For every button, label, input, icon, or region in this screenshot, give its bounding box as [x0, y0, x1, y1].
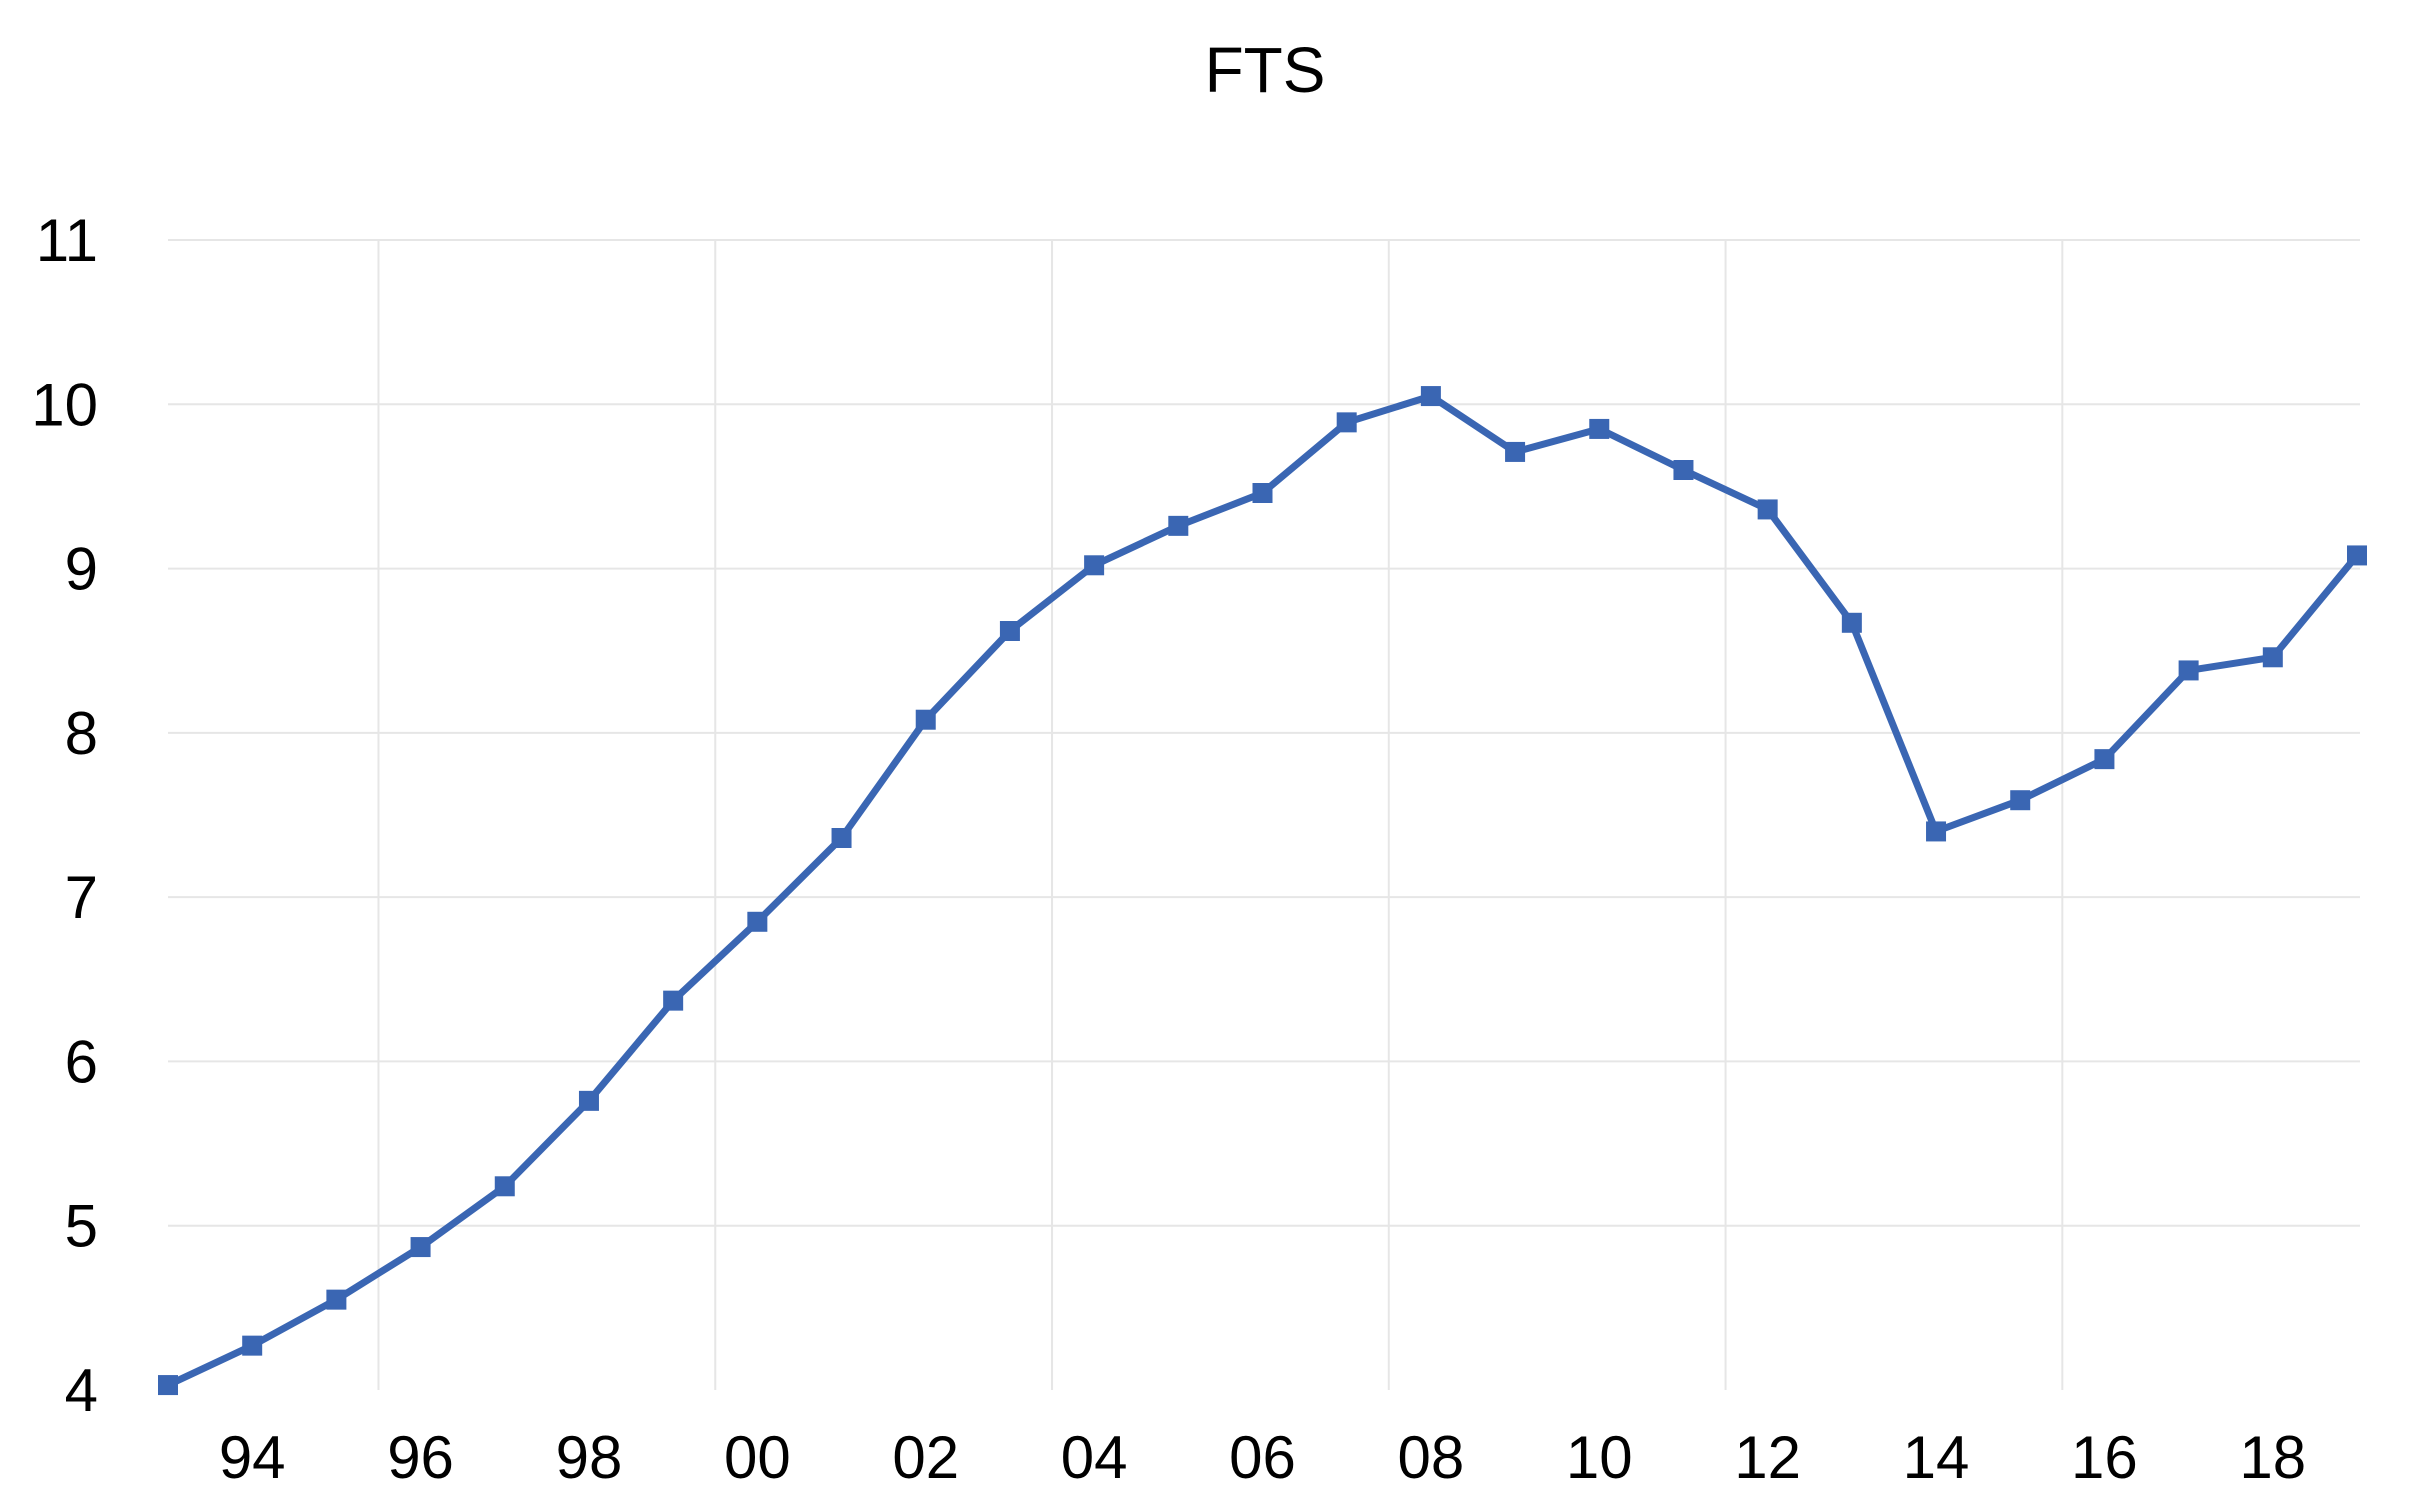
data-point-marker: [1589, 418, 1610, 439]
x-tick-label: 98: [556, 1424, 623, 1491]
data-point-marker: [1673, 460, 1694, 480]
data-point-marker: [1926, 821, 1947, 842]
data-series: [158, 386, 2367, 1396]
gridlines: [168, 239, 2360, 1390]
chart-title: FTS: [1205, 34, 1326, 106]
x-tick-label: 12: [1734, 1424, 1801, 1491]
y-tick-label: 10: [31, 371, 98, 438]
data-point-marker: [2178, 660, 2199, 681]
data-point-marker: [1084, 555, 1105, 576]
x-tick-label: 08: [1398, 1424, 1465, 1491]
data-point-marker: [747, 911, 768, 932]
y-tick-label: 11: [36, 207, 98, 274]
data-point-marker: [1336, 412, 1357, 433]
data-point-marker: [2347, 545, 2367, 566]
data-point-marker: [1252, 483, 1273, 503]
x-tick-label: 06: [1229, 1424, 1296, 1491]
x-tick-label: 96: [387, 1424, 454, 1491]
x-tick-label: 14: [1903, 1424, 1970, 1491]
data-point-marker: [2094, 749, 2115, 770]
data-point-marker: [1841, 612, 1862, 633]
data-point-marker: [915, 709, 936, 730]
y-axis-tick-labels: 4 5 6 7 8 9 10 11: [31, 207, 98, 1424]
y-tick-label: 8: [65, 700, 98, 767]
x-tick-label: 16: [2071, 1424, 2138, 1491]
data-point-marker: [578, 1090, 599, 1111]
x-tick-label: 94: [219, 1424, 286, 1491]
data-point-marker: [831, 828, 852, 848]
data-point-marker: [1168, 515, 1189, 536]
x-axis-tick-labels: 94 96 98 00 02 04 06 08 10 12 14 16 18: [219, 1424, 2306, 1491]
data-point-marker: [1505, 441, 1526, 462]
x-tick-label: 00: [724, 1424, 791, 1491]
x-tick-label: 02: [892, 1424, 959, 1491]
data-point-marker: [2262, 647, 2283, 668]
series-line: [164, 392, 2361, 1389]
y-tick-label: 7: [65, 864, 98, 931]
y-tick-label: 4: [65, 1357, 98, 1424]
data-point-marker: [326, 1289, 347, 1310]
data-point-marker: [663, 990, 684, 1011]
data-point-marker: [242, 1335, 263, 1356]
y-tick-label: 5: [65, 1193, 98, 1260]
data-point-marker: [1757, 499, 1778, 520]
data-point-marker: [494, 1176, 515, 1197]
x-tick-label: 04: [1061, 1424, 1128, 1491]
data-point-marker: [999, 621, 1020, 641]
x-tick-label: 18: [2239, 1424, 2306, 1491]
x-tick-label: 10: [1566, 1424, 1633, 1491]
data-point-marker: [1420, 386, 1441, 407]
data-point-marker: [2010, 790, 2031, 811]
data-point-marker: [158, 1375, 178, 1396]
y-tick-label: 6: [65, 1028, 98, 1095]
data-point-marker: [410, 1237, 431, 1258]
y-tick-label: 9: [65, 536, 98, 603]
